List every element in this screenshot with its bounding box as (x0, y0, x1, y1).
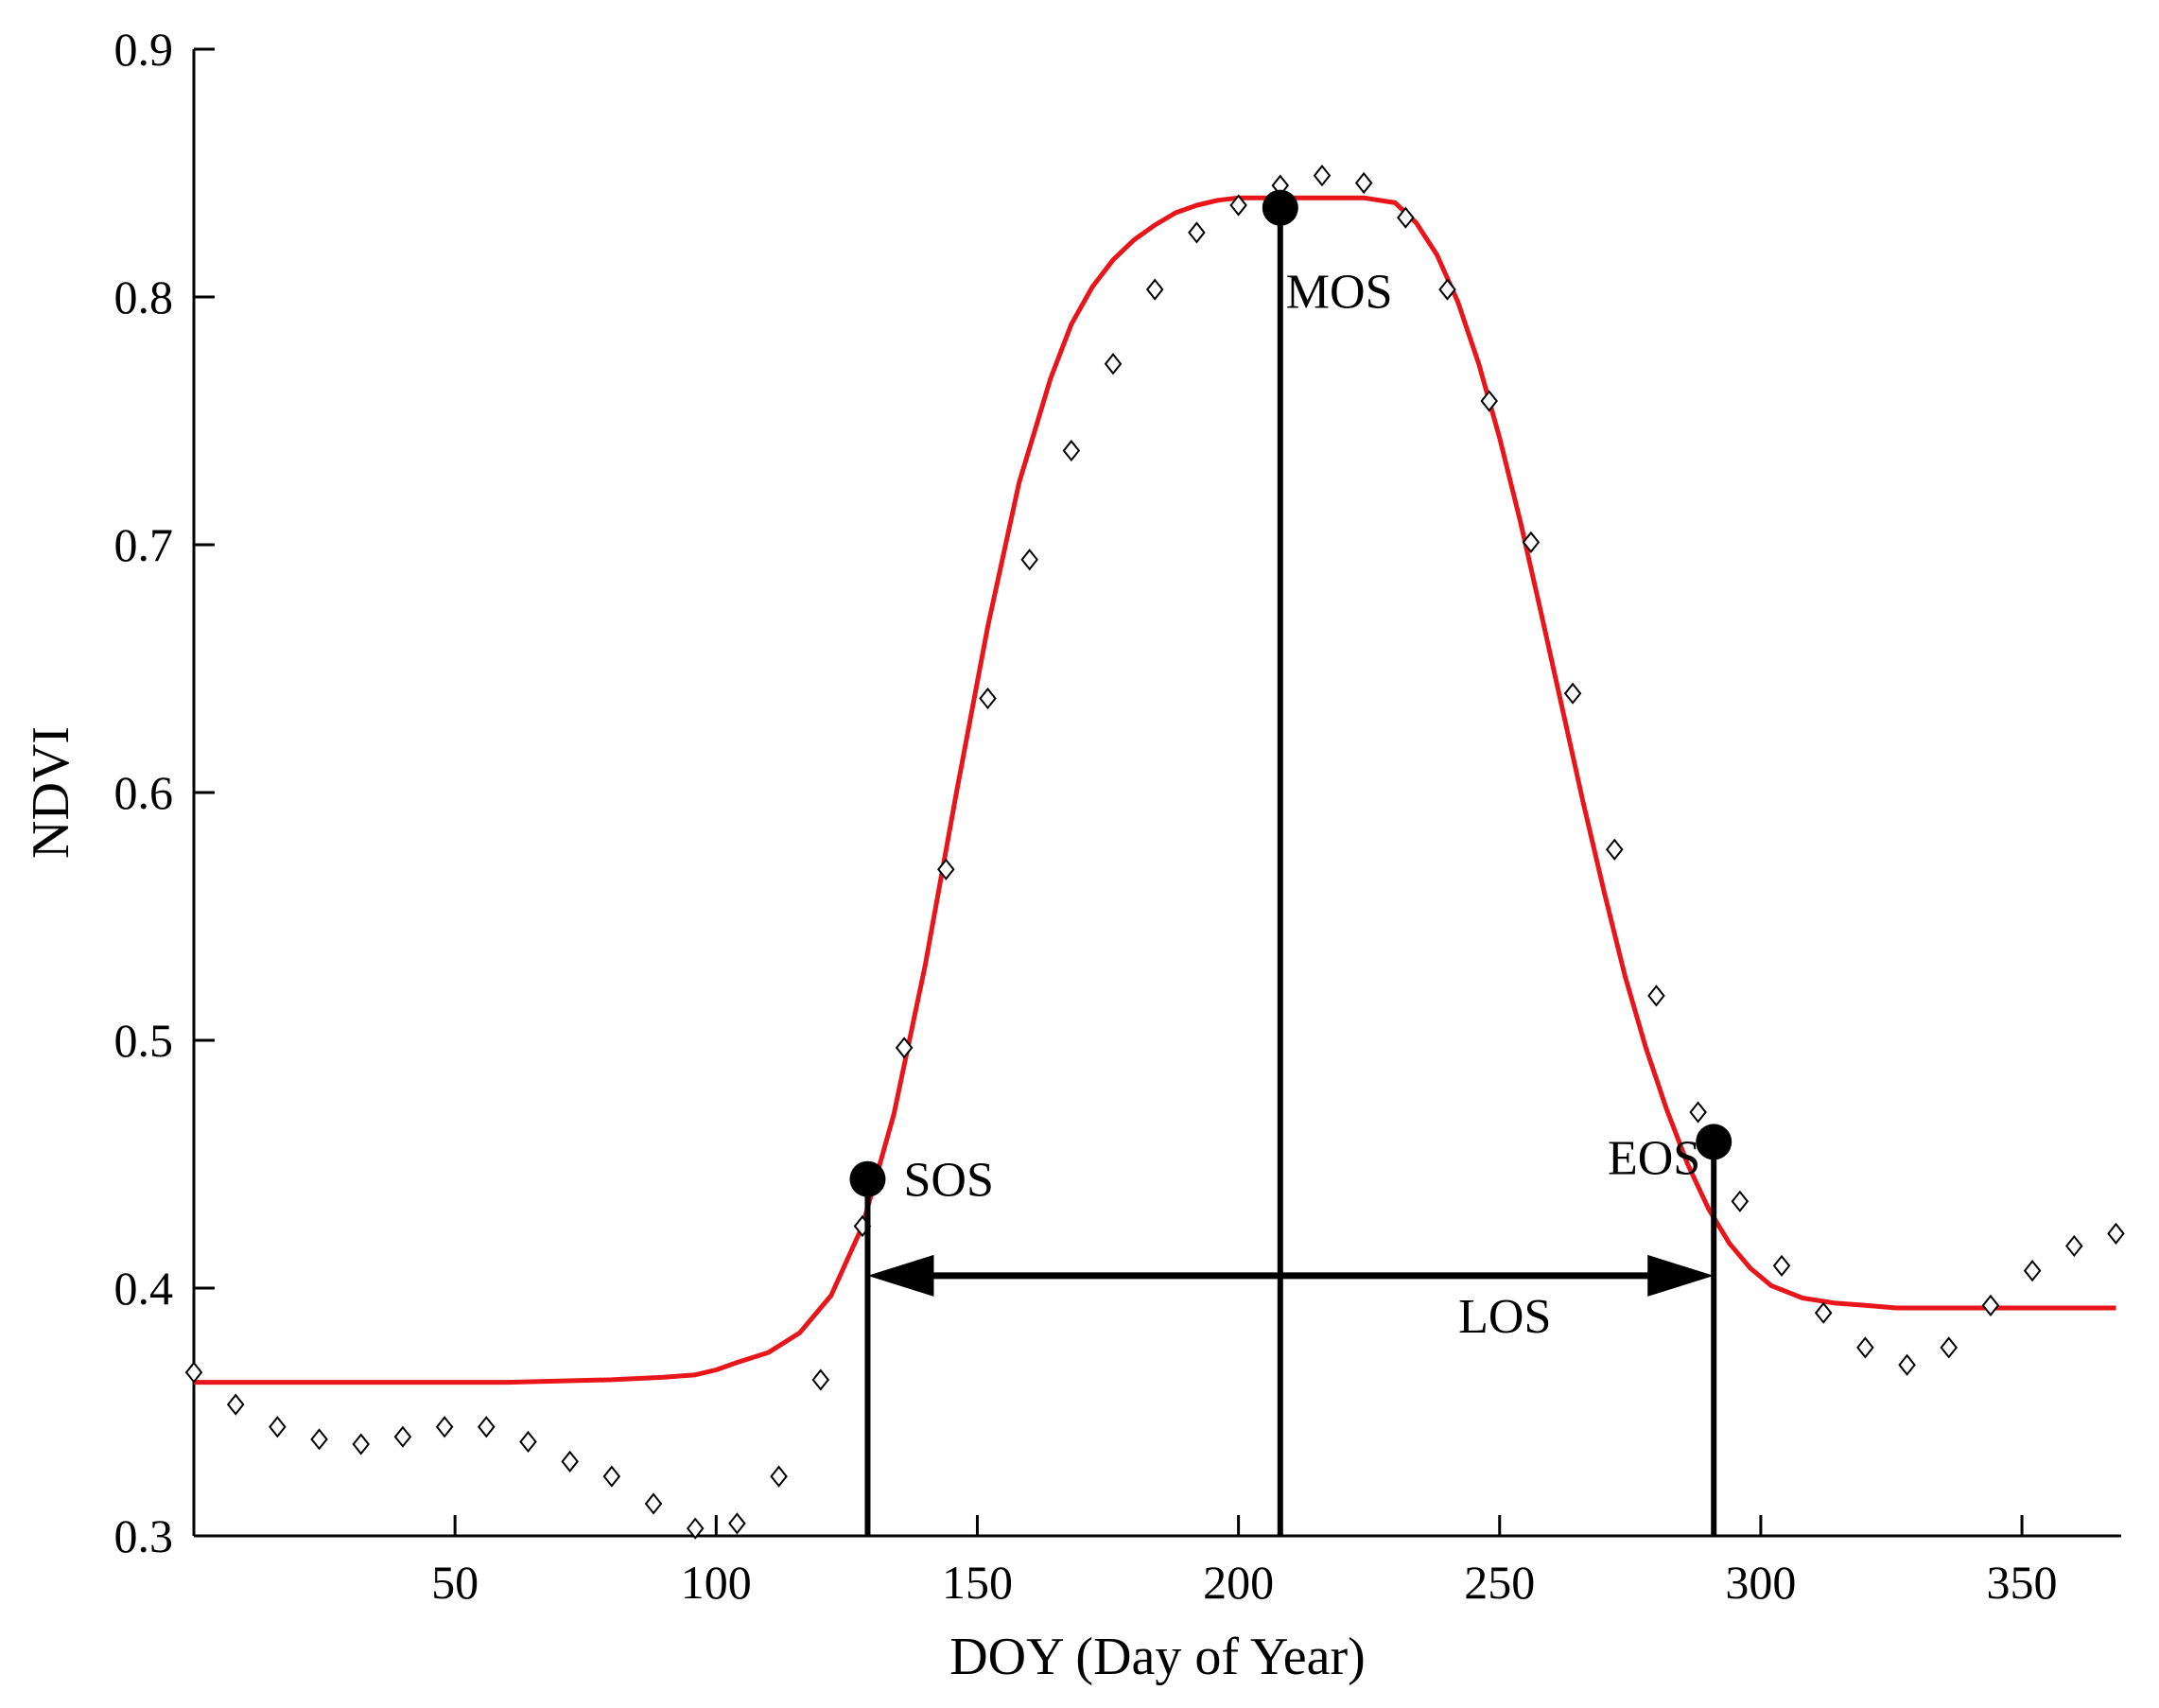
observation-point (1689, 1101, 1707, 1124)
observation-point (2023, 1260, 2042, 1282)
observation-point (352, 1433, 371, 1455)
observation-point (1480, 390, 1498, 412)
observation-point (686, 1517, 705, 1540)
observation-point (644, 1492, 663, 1515)
observation-point (1522, 531, 1541, 553)
observation-point (1856, 1336, 1874, 1359)
observation-point (1605, 838, 1624, 861)
x-tick-label: 250 (1464, 1556, 1535, 1609)
sos-label: SOS (903, 1154, 993, 1208)
y-tick-label: 0.8 (114, 270, 174, 323)
eos-label: EOS (1608, 1131, 1700, 1185)
observation-point (937, 858, 955, 880)
observation-point (561, 1450, 579, 1473)
observation-point (1772, 1254, 1791, 1278)
observation-point (226, 1393, 245, 1416)
mos-point (1262, 189, 1298, 226)
observation-point (1940, 1336, 1959, 1359)
observation-point (1898, 1353, 1916, 1376)
observation-point (393, 1425, 412, 1448)
observation-point (1647, 985, 1665, 1007)
observation-point (895, 1037, 914, 1059)
observation-point (1397, 206, 1415, 229)
observation-point (1020, 549, 1038, 571)
observation-point (1438, 278, 1456, 301)
observation-point (770, 1465, 788, 1488)
x-tick-label: 350 (1987, 1556, 2058, 1609)
observation-point (602, 1465, 621, 1488)
observation-point (478, 1416, 496, 1438)
y-tick-label: 0.3 (114, 1509, 174, 1562)
mos-label: MOS (1286, 266, 1393, 320)
observation-point (184, 1361, 203, 1384)
observation-point (519, 1430, 537, 1454)
los-label: LOS (1458, 1290, 1551, 1344)
y-tick-label: 0.9 (114, 23, 174, 76)
observation-point (1188, 221, 1206, 244)
observation-point (2107, 1222, 2125, 1245)
observation-point (979, 687, 997, 710)
observation-point (1062, 439, 1081, 462)
los-arrow-head-right (1647, 1254, 1715, 1297)
observation-point (1814, 1301, 1833, 1324)
eos-point (1696, 1124, 1732, 1160)
x-axis-title: DOY (Day of Year) (949, 1628, 1366, 1686)
x-tick-label: 50 (431, 1556, 479, 1609)
x-tick-label: 200 (1203, 1556, 1274, 1609)
observation-point (811, 1368, 830, 1391)
tick-marks: 0.3 0.4 0.5 0.6 0.7 0.8 0.9 50 100 150 200 250 300 35… (114, 23, 2058, 1609)
y-tick-label: 0.4 (114, 1262, 174, 1315)
observation-markers (184, 165, 2125, 1540)
observation-point (435, 1416, 454, 1438)
phenology-annotations: LOS SOS MOS EOS (849, 189, 1732, 1536)
observation-point (1145, 278, 1164, 301)
observation-point (1354, 171, 1373, 195)
x-tick-label: 100 (681, 1556, 752, 1609)
los-arrow-head-left (867, 1254, 934, 1297)
observation-point (2065, 1234, 2083, 1258)
observation-point (1313, 165, 1332, 187)
x-tick-label: 300 (1725, 1556, 1796, 1609)
y-axis-title: NDVI (22, 726, 80, 859)
fit-curve-line (194, 195, 2116, 1386)
y-tick-label: 0.5 (114, 1014, 174, 1067)
observation-point (269, 1416, 287, 1438)
observation-point (1104, 353, 1123, 375)
x-tick-label: 150 (942, 1556, 1013, 1609)
y-tick-label: 0.7 (114, 518, 174, 571)
fit-curve-group (194, 195, 2116, 1386)
observation-point (310, 1428, 328, 1451)
observation-point (1731, 1190, 1750, 1212)
observation-point (1981, 1294, 2000, 1316)
observation-point (1563, 682, 1582, 705)
sos-point (849, 1160, 886, 1197)
y-tick-label: 0.6 (114, 766, 174, 819)
observation-point (1229, 194, 1247, 217)
observation-point (728, 1512, 746, 1535)
